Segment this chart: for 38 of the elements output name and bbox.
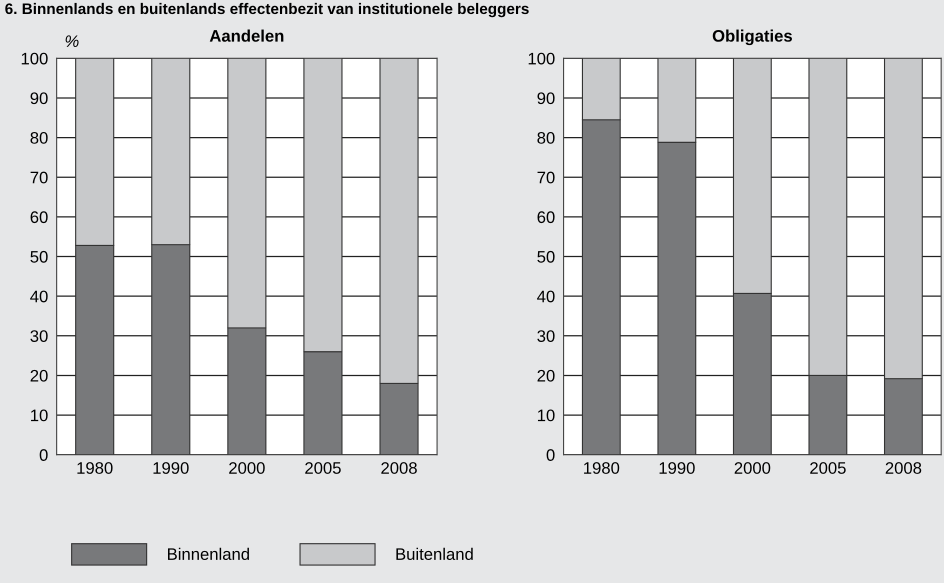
- chart-title: Obligaties: [712, 30, 792, 46]
- text: 6. Binnenlands en buitenlands effectenbezit van institutionele beleggers: [5, 2, 529, 18]
- y-tick-label: 40: [30, 290, 48, 302]
- y-tick-label: 90: [537, 92, 555, 104]
- x-tick-label: 2008: [886, 462, 922, 474]
- x-tick-label: 1990: [660, 462, 695, 474]
- y-tick-label: 90: [30, 92, 48, 104]
- y-tick-label: 80: [30, 132, 48, 144]
- y-tick-label: 30: [30, 330, 48, 342]
- x-tick-label: 2005: [305, 462, 341, 474]
- y-tick-label: 50: [537, 250, 555, 263]
- legend-label: Binnenland: [168, 548, 249, 560]
- x-tick-label: 2000: [229, 462, 265, 474]
- y-tick-label: 100: [22, 52, 48, 65]
- x-tick-label: 2000: [734, 462, 770, 474]
- y-tick-label: 0: [546, 449, 555, 461]
- y-tick-label: 100: [528, 52, 555, 65]
- x-tick-label: 2008: [381, 462, 417, 474]
- x-tick-label: 1980: [77, 462, 113, 474]
- y-tick-label: 10: [31, 409, 48, 422]
- y-tick-label: 80: [537, 132, 555, 144]
- legend-label: Buitenland: [396, 548, 473, 560]
- y-tick-label: 70: [30, 172, 48, 184]
- y-tick-label: 20: [538, 370, 555, 382]
- x-tick-label: 2005: [810, 462, 846, 474]
- x-tick-label: 1990: [154, 462, 189, 474]
- y-tick-label: 40: [537, 290, 555, 302]
- chart-title: Aandelen: [210, 30, 284, 42]
- y-tick-label: 0: [40, 449, 48, 461]
- y-tick-label: 70: [538, 172, 555, 184]
- y-tick-label: 20: [30, 370, 48, 382]
- x-tick-label: 1980: [584, 462, 620, 474]
- y-tick-label: 60: [538, 211, 555, 224]
- y-tick-label: 10: [538, 409, 555, 422]
- y-tick-label: 60: [30, 211, 48, 224]
- y-tick-label: 30: [537, 330, 555, 342]
- y-tick-label: 50: [30, 250, 48, 263]
- y-axis-title: %: [66, 35, 79, 48]
